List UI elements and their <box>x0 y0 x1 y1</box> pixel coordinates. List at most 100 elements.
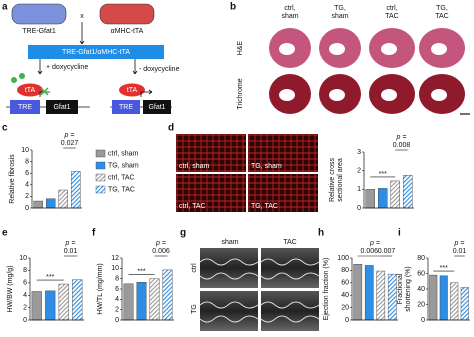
y-tick-label: 2 <box>357 168 361 175</box>
panel-g-images: sham TAC ctrl TG <box>191 239 320 331</box>
panel-d-images: ctrl, sham TG, sham ctrl, TAC TG, TAC <box>176 134 318 212</box>
p-label: p = <box>65 240 76 247</box>
significance: *** <box>46 274 54 281</box>
lumen <box>381 43 397 55</box>
echo-image <box>261 291 319 331</box>
y-tick-label: 0 <box>421 317 425 324</box>
tta <box>119 83 145 97</box>
micrograph <box>248 174 318 212</box>
column-label: TG, <box>436 5 448 12</box>
cross-box <box>28 45 164 59</box>
bar <box>31 291 42 321</box>
lumen <box>329 43 345 55</box>
doxycycline <box>11 77 17 83</box>
row-label: TG <box>191 304 198 314</box>
bar <box>376 270 386 321</box>
lumen <box>279 43 295 55</box>
mouse-label: TRE-Gfat1 <box>22 28 56 35</box>
panel-a: TRE-Gfat1 x αMHC-tTA TRE-Gfat1/αMHC-tTA … <box>6 3 180 114</box>
echo-trace <box>199 258 320 323</box>
arrow <box>140 89 153 97</box>
y-tick-label: 80 <box>417 255 425 262</box>
legend-swatch <box>95 149 106 158</box>
bar <box>46 198 56 209</box>
y-tick-label: 6 <box>23 280 27 287</box>
y-tick-label: 60 <box>341 280 349 287</box>
cross-box-label: TRE-Gfat1/αMHC-tTA <box>62 49 130 56</box>
p-value: 0.01 <box>64 248 78 255</box>
bar <box>123 283 134 321</box>
bar <box>460 287 469 321</box>
y-tick-label: 100 <box>337 255 349 262</box>
y-tick-label: 80 <box>341 267 349 274</box>
significance: *** <box>379 171 387 178</box>
bar <box>403 175 413 209</box>
y-tick-label: 4 <box>25 182 29 189</box>
lumen <box>431 43 447 55</box>
legend-swatch <box>95 185 106 194</box>
bar <box>378 188 388 209</box>
column-label: ctrl, <box>386 5 397 12</box>
p-label: p = <box>396 134 407 141</box>
gene <box>143 100 171 114</box>
arrow <box>39 91 50 97</box>
y-tick-label: 0 <box>115 317 119 324</box>
y-axis-label: Relative fibrosis <box>9 154 16 204</box>
bar <box>353 264 363 321</box>
panel-label: c <box>2 123 8 134</box>
p-label: p = <box>64 132 75 139</box>
y-tick-label: 1 <box>357 186 361 193</box>
y-axis-label: Ejection fraction (%) <box>323 258 330 321</box>
p-value: 0.027 <box>61 140 79 147</box>
gene-label: Gfat1 <box>148 104 165 111</box>
tta-label: tTA <box>127 87 138 94</box>
y-axis-label: Relative cross <box>329 158 336 202</box>
y-tick-label: 4 <box>23 292 27 299</box>
y-tick-label: 8 <box>25 158 29 165</box>
y-tick-label: 6 <box>115 286 119 293</box>
gene <box>46 100 78 114</box>
p-label: p = <box>369 240 380 247</box>
panel-label: b <box>230 2 236 13</box>
panel-label: f <box>92 228 96 239</box>
bar <box>429 274 438 321</box>
legend-label: ctrl, sham <box>108 150 139 157</box>
bar <box>439 275 448 321</box>
micrograph <box>248 134 318 172</box>
y-tick-label: 40 <box>417 286 425 293</box>
legend-label: TG, sham <box>108 162 139 169</box>
panel-label: h <box>318 228 324 239</box>
y-tick-label: 0 <box>23 317 27 324</box>
y-axis-label: shortening (%) <box>405 266 412 312</box>
bar <box>162 269 173 321</box>
bar <box>149 278 160 321</box>
p-value: 0.01 <box>453 248 467 255</box>
micrograph <box>176 134 246 172</box>
y-tick-label: 10 <box>111 265 119 272</box>
bar <box>71 171 81 209</box>
image-label: ctrl, sham <box>179 163 210 170</box>
p-label: p = <box>454 240 465 247</box>
panel-label: g <box>180 228 186 239</box>
legend-swatch <box>95 173 106 182</box>
y-tick-label: 40 <box>341 292 349 299</box>
y-tick-label: 10 <box>19 255 27 262</box>
tre-label: TRE <box>119 104 133 111</box>
lumen <box>329 89 345 101</box>
column-label: sham <box>221 239 238 246</box>
bar <box>364 265 374 321</box>
bar <box>136 282 147 321</box>
p-value: 0.007 <box>378 248 396 255</box>
y-tick-label: 4 <box>115 296 119 303</box>
bar <box>58 189 68 209</box>
y-tick-label: 12 <box>111 255 119 262</box>
column-label: TAC <box>385 13 398 20</box>
column-label: sham <box>331 13 348 20</box>
doxycycline <box>19 73 25 79</box>
panel-label: e <box>2 228 8 239</box>
condition: + doxycycline <box>46 64 88 71</box>
y-axis-label: sectional area <box>337 158 344 202</box>
y-axis-label: Fractional <box>397 273 404 304</box>
column-label: sham <box>281 13 298 20</box>
p-value: 0.006 <box>152 248 170 255</box>
